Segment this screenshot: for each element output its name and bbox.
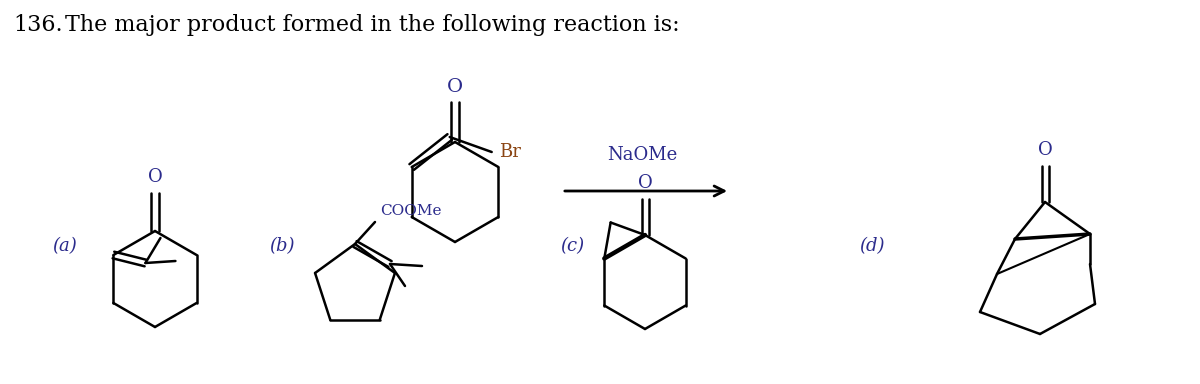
Text: (a): (a)	[53, 237, 77, 255]
Text: O: O	[446, 78, 463, 96]
Text: 136.: 136.	[13, 14, 62, 36]
Text: The major product formed in the following reaction is:: The major product formed in the followin…	[65, 14, 679, 36]
Text: (b): (b)	[269, 237, 295, 255]
Text: O: O	[1038, 141, 1052, 159]
Text: (c): (c)	[560, 237, 584, 255]
Text: O: O	[148, 168, 162, 186]
Text: NaOMe: NaOMe	[607, 146, 677, 164]
Text: Br: Br	[499, 143, 521, 161]
Text: O: O	[637, 174, 653, 192]
Text: COOMe: COOMe	[380, 204, 442, 218]
Text: (d): (d)	[859, 237, 884, 255]
